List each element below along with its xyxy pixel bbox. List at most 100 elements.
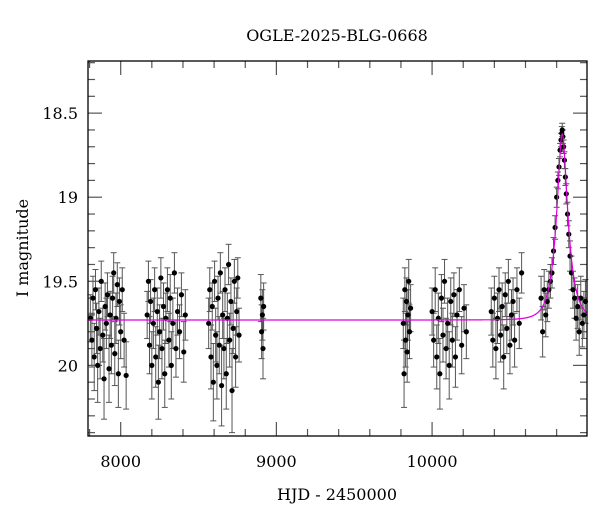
data-point	[168, 362, 174, 368]
data-point	[456, 287, 462, 293]
data-point	[209, 303, 215, 310]
data-point	[181, 349, 187, 355]
data-point	[259, 312, 265, 318]
data-point	[400, 320, 406, 326]
data-point	[407, 305, 414, 311]
data-point	[213, 332, 219, 338]
data-point	[116, 298, 123, 305]
data-point	[575, 303, 581, 310]
data-point	[514, 287, 520, 293]
data-point	[207, 287, 213, 293]
data-point	[91, 354, 97, 360]
data-point	[210, 379, 216, 385]
data-point	[102, 303, 108, 310]
data-point	[445, 320, 451, 326]
data-point	[581, 312, 587, 318]
data-point	[258, 329, 265, 335]
x-tick-label: 9000	[256, 452, 297, 471]
data-point	[155, 379, 161, 385]
data-point	[403, 337, 409, 343]
data-point	[438, 295, 445, 301]
data-point	[432, 287, 438, 293]
data-point	[488, 308, 494, 315]
data-point	[431, 337, 437, 343]
data-point	[100, 332, 106, 338]
data-point	[92, 287, 99, 293]
data-point	[225, 261, 232, 268]
data-point	[158, 275, 164, 281]
data-point	[162, 371, 168, 377]
x-tick-label: 10000	[407, 452, 458, 471]
data-point	[440, 332, 446, 338]
data-point	[157, 329, 163, 335]
data-point	[406, 278, 412, 284]
data-point	[166, 337, 172, 343]
data-point	[406, 329, 413, 335]
data-point	[216, 342, 222, 348]
data-point	[570, 287, 576, 293]
data-point	[231, 278, 237, 284]
data-point	[108, 342, 114, 348]
data-point	[448, 298, 454, 305]
data-point	[504, 325, 510, 331]
data-point	[405, 312, 411, 318]
data-point	[104, 292, 111, 298]
data-point	[403, 298, 409, 305]
data-point	[461, 305, 467, 311]
data-point	[232, 354, 239, 360]
data-point	[217, 270, 223, 276]
data-point	[176, 329, 183, 335]
data-point	[496, 287, 502, 293]
chart-title: OGLE-2025-BLG-0668	[246, 26, 428, 45]
y-axis-label: I magnitude	[13, 199, 32, 297]
data-point	[576, 329, 582, 335]
data-point	[153, 354, 159, 360]
y-tick-label: 18.5	[42, 104, 78, 123]
data-point	[490, 337, 496, 343]
data-point	[215, 295, 221, 301]
data-point	[449, 337, 455, 343]
data-point	[107, 312, 113, 318]
data-point	[505, 278, 511, 284]
data-point	[452, 354, 459, 360]
data-point	[510, 298, 516, 305]
data-point	[171, 270, 178, 276]
data-point	[261, 303, 267, 310]
y-tick-label: 19	[58, 188, 78, 207]
data-point	[123, 372, 129, 379]
data-point	[96, 308, 102, 315]
data-point	[222, 287, 228, 293]
data-point	[578, 295, 584, 301]
data-point	[229, 387, 235, 394]
data-point	[234, 308, 240, 315]
data-point	[491, 295, 497, 301]
data-point	[160, 303, 167, 310]
data-point	[230, 325, 236, 331]
data-point	[211, 278, 218, 284]
data-point	[228, 298, 234, 305]
data-point	[109, 295, 116, 301]
data-point	[459, 342, 465, 348]
data-point	[508, 312, 515, 318]
data-point	[145, 278, 152, 284]
data-point	[512, 337, 518, 343]
data-point	[454, 312, 460, 318]
data-point	[451, 292, 457, 298]
data-point	[441, 278, 448, 284]
data-point	[150, 320, 156, 326]
plot-frame	[87, 60, 588, 437]
data-point	[404, 349, 410, 355]
data-point	[144, 312, 150, 318]
data-point	[541, 287, 547, 293]
data-point	[507, 342, 513, 348]
data-point	[579, 320, 585, 326]
data-point	[437, 371, 443, 377]
data-point	[571, 295, 578, 301]
y-tick-label: 19.5	[42, 272, 78, 291]
data-point	[516, 320, 522, 326]
data-point	[501, 354, 507, 360]
data-point	[497, 332, 504, 338]
data-point	[173, 345, 179, 352]
data-point	[89, 337, 95, 343]
